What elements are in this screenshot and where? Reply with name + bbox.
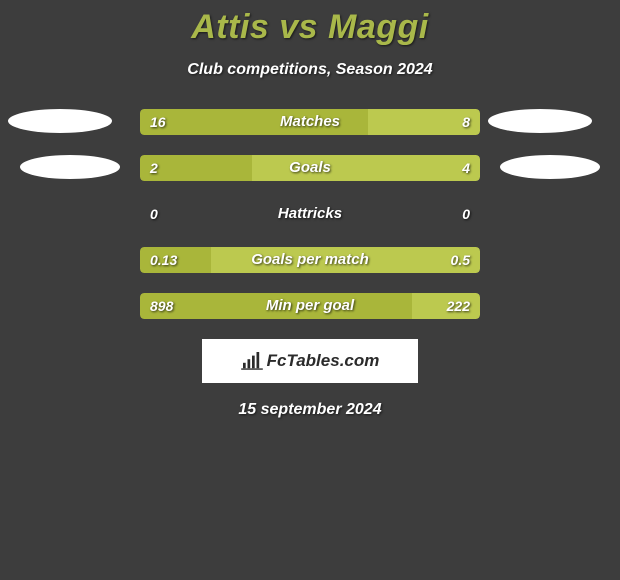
bar-track [140,155,480,181]
bar-track [140,293,480,319]
brand-text: FcTables.com [267,351,380,371]
bar-right [252,155,480,181]
bar-left [140,155,252,181]
comparison-infographic: Attis vs Maggi Club competitions, Season… [0,0,620,419]
player-placeholder [8,109,112,133]
bar-track [140,109,480,135]
bar-left [140,109,368,135]
bar-right [412,293,480,319]
bar-right [211,247,480,273]
player-placeholder [488,109,592,133]
stat-row: Min per goal898222 [0,293,620,319]
stat-row: Goals per match0.130.5 [0,247,620,273]
bar-chart-icon [241,352,263,370]
stat-row: Hattricks00 [0,201,620,227]
page-title: Attis vs Maggi [0,8,620,47]
bar-left [140,293,412,319]
date-text: 15 september 2024 [0,401,620,419]
player-placeholder [20,155,120,179]
bar-track [140,247,480,273]
player-placeholder [500,155,600,179]
bar-left [140,247,211,273]
bar-track [140,201,480,227]
chart-area: Matches168Goals24Hattricks00Goals per ma… [0,109,620,319]
brand-badge[interactable]: FcTables.com [202,339,418,383]
subtitle: Club competitions, Season 2024 [0,61,620,79]
bar-right [368,109,480,135]
